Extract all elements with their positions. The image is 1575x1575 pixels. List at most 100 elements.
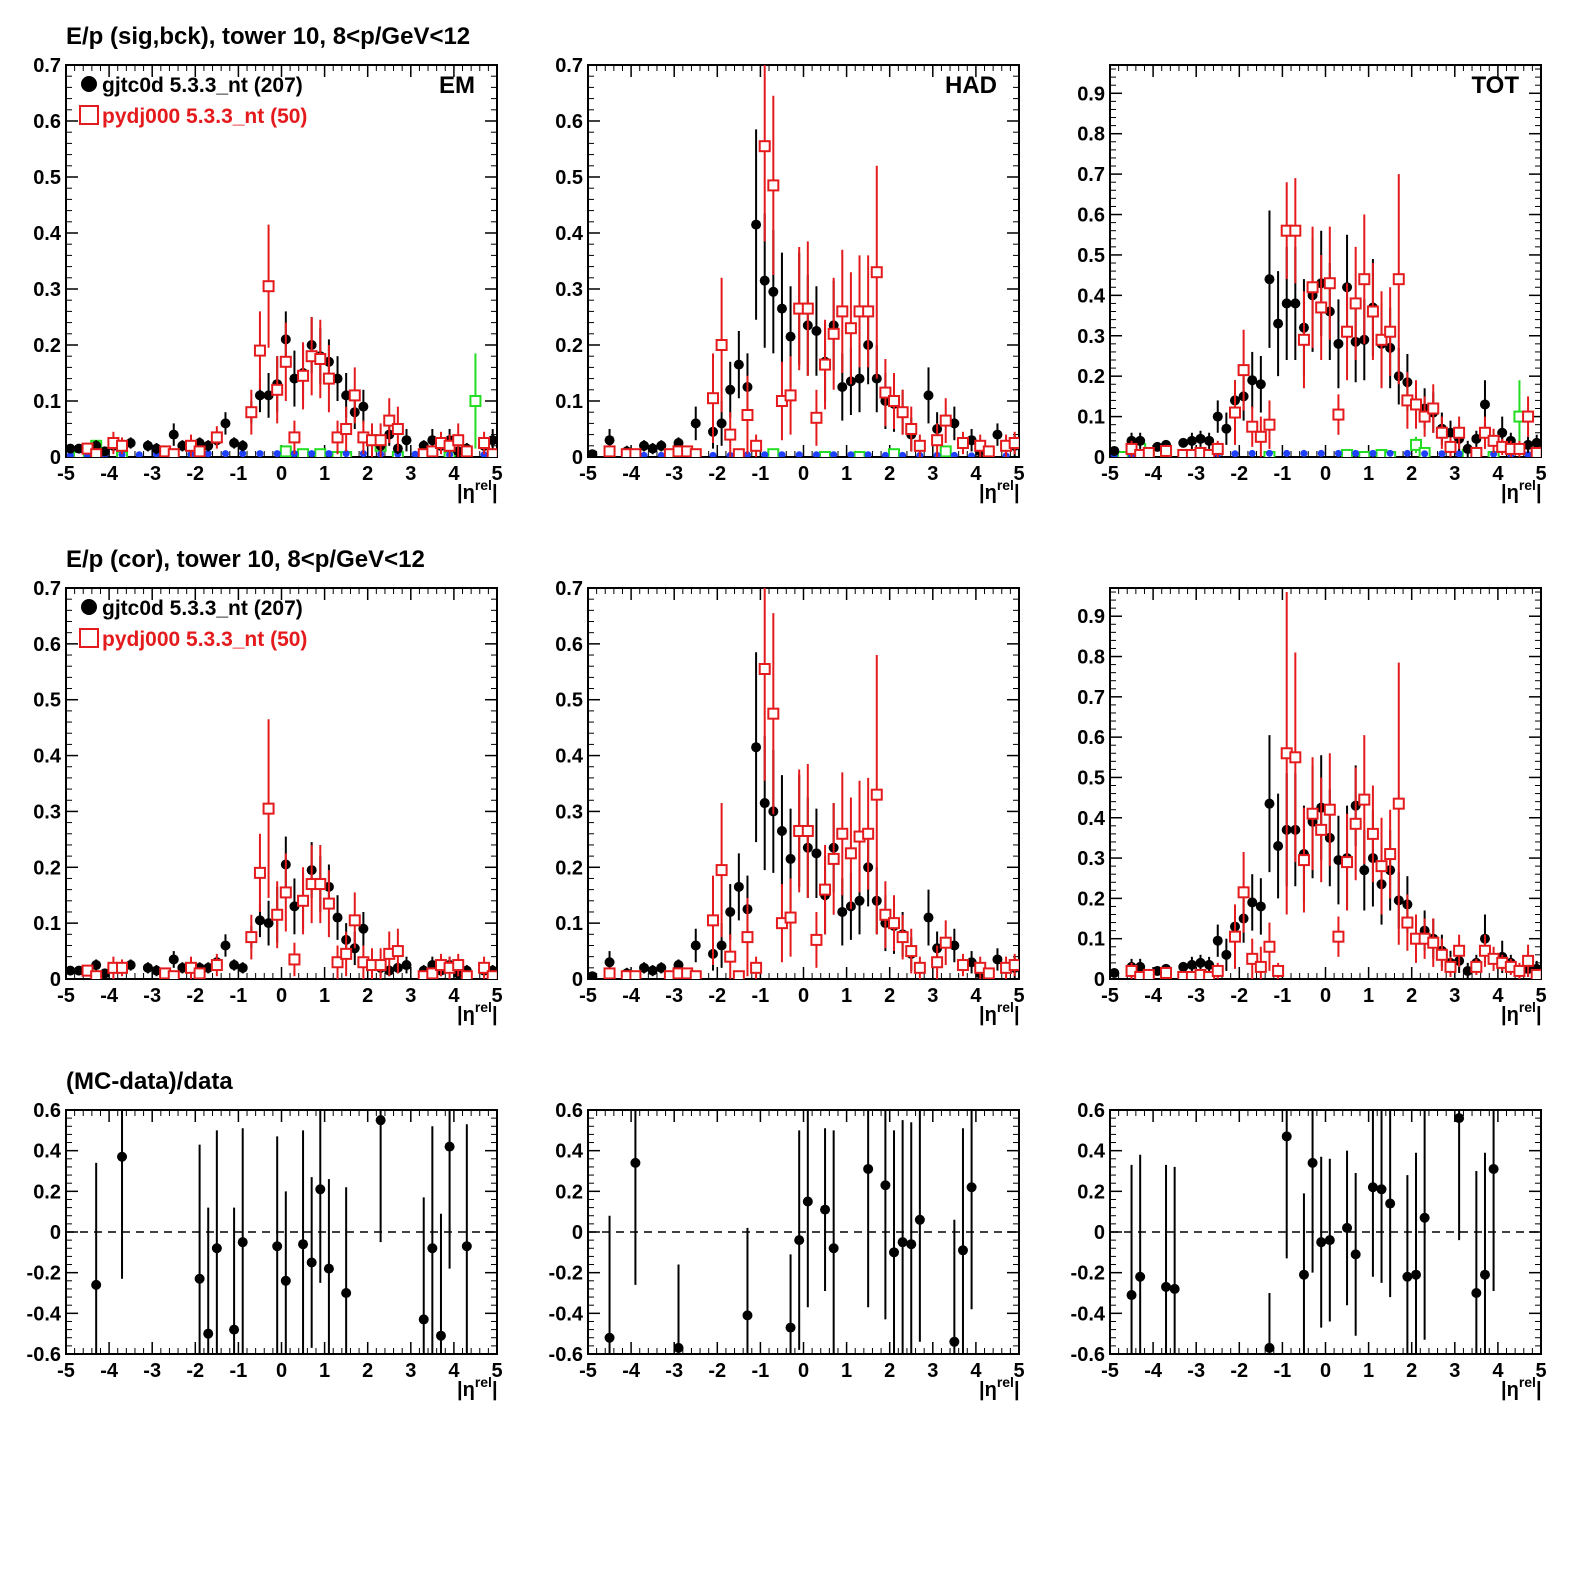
- data-point: [656, 440, 667, 451]
- data-point: [142, 962, 153, 973]
- mc-point: [348, 914, 361, 927]
- mc-point: [810, 933, 823, 946]
- data-point: [906, 1239, 917, 1250]
- y-tick-label: 0.6: [33, 1100, 61, 1122]
- mc-point: [478, 437, 491, 449]
- mc-point: [1263, 940, 1276, 953]
- mc-point: [1384, 848, 1397, 861]
- bck-data-point: [1524, 451, 1532, 457]
- bck-data-point: [239, 450, 247, 457]
- y-tick-label: 0.1: [1077, 929, 1105, 951]
- y-tick-label: 0.2: [33, 1181, 61, 1203]
- mc-point: [715, 864, 728, 877]
- mc-point: [1513, 964, 1526, 977]
- mc-point: [1211, 964, 1224, 977]
- data-point: [1488, 1163, 1499, 1174]
- data-point: [802, 1196, 813, 1207]
- bck-data-point: [1352, 449, 1360, 457]
- y-tick-label: 0.2: [33, 857, 61, 879]
- y-tick-label: 0.9: [1077, 606, 1105, 628]
- mc-point: [629, 448, 642, 457]
- data-point: [375, 1115, 386, 1126]
- mc-point: [1160, 966, 1173, 979]
- data-point: [1152, 441, 1163, 452]
- data-point: [1479, 399, 1490, 410]
- mc-point: [844, 322, 857, 335]
- x-tick-label: 3: [1449, 463, 1460, 485]
- y-tick-label: 0: [1094, 969, 1105, 991]
- data-point: [203, 962, 214, 973]
- bck-data-point: [847, 451, 855, 457]
- row3-title: (MC-data)/data: [66, 1068, 233, 1095]
- mc-point: [1341, 448, 1354, 457]
- x-tick-label: 4: [1492, 463, 1504, 485]
- x-tick-label: 1: [1363, 463, 1374, 485]
- x-tick-label: 0: [798, 463, 809, 485]
- data-point: [1462, 443, 1473, 454]
- legend-data-marker: [81, 76, 97, 92]
- mc-point: [767, 179, 780, 192]
- x-axis-label: |ηrel|: [457, 1374, 498, 1401]
- bck-data-point: [1334, 449, 1342, 457]
- chart-panel-p33: -5 -4 -3 -2 -1 0 1 2 3 4 5 -0.6 -0.4 -0.2 0 0.2 0.4 0.6 |η…: [1071, 1100, 1547, 1401]
- x-axis-label: |ηrel|: [979, 477, 1020, 504]
- mc-point: [801, 302, 814, 315]
- y-tick-label: 0: [50, 447, 61, 469]
- data-point: [811, 326, 822, 336]
- mc-point: [913, 439, 926, 452]
- plot-frame: [1109, 587, 1542, 980]
- y-tick-label: 0.2: [1077, 888, 1105, 910]
- data-point: [332, 373, 343, 384]
- data-point: [427, 1243, 438, 1254]
- y-tick-label: 0.3: [555, 279, 583, 301]
- mc-point: [888, 917, 901, 930]
- plot-area: [588, 65, 1019, 457]
- mc-point: [1228, 930, 1241, 943]
- data-point: [1264, 274, 1275, 285]
- plot-area: [1110, 174, 1541, 457]
- y-tick-label: 0.7: [1077, 164, 1105, 186]
- data-point: [733, 881, 744, 892]
- plot-area: [1110, 592, 1541, 979]
- y-tick-label: 0.4: [1077, 808, 1106, 830]
- x-tick-label: 3: [927, 985, 938, 1007]
- data-point: [73, 965, 84, 976]
- x-tick-label: -3: [665, 1360, 683, 1382]
- x-tick-label: 4: [448, 463, 460, 485]
- series-open-square: [603, 588, 1019, 979]
- data-point: [923, 390, 934, 401]
- data-point: [1204, 435, 1215, 446]
- mc-point: [706, 914, 719, 927]
- y-tick-label: 0.6: [1077, 727, 1105, 749]
- mc-point: [1142, 446, 1155, 457]
- y-tick-label: 0.2: [1077, 1181, 1105, 1203]
- data-point: [1135, 1271, 1146, 1282]
- data-point: [914, 1214, 925, 1225]
- data-point: [966, 1182, 977, 1193]
- data-point: [91, 960, 102, 971]
- x-tick-label: -1: [752, 463, 770, 485]
- data-point: [254, 915, 265, 926]
- data-point: [1298, 1269, 1309, 1280]
- mc-point: [374, 959, 387, 972]
- mc-point: [210, 959, 223, 972]
- x-tick-label: -4: [1144, 463, 1163, 485]
- data-point: [759, 275, 770, 286]
- mc-point: [1513, 442, 1526, 455]
- mc-point: [1323, 277, 1336, 290]
- y-tick-label: 0.6: [1077, 205, 1105, 227]
- bck-data-point: [411, 450, 419, 457]
- mc-point: [1392, 797, 1405, 810]
- mc-point: [836, 305, 849, 318]
- x-tick-label: -5: [1101, 1360, 1119, 1382]
- x-tick-label: -3: [665, 463, 683, 485]
- data-point: [142, 440, 153, 451]
- mc-point: [767, 448, 780, 457]
- mc-point: [1444, 960, 1457, 973]
- x-tick-label: 2: [362, 985, 373, 1007]
- data-point: [923, 912, 934, 923]
- mc-point: [90, 970, 103, 979]
- x-tick-label: 0: [1320, 985, 1331, 1007]
- mc-point: [374, 434, 387, 447]
- chart-panel-p23: -5 -4 -3 -2 -1 0 1 2 3 4 5 0 0.1 0.2 0.3 0.4 0.5 0.6 0.7 0.…: [1077, 587, 1547, 1026]
